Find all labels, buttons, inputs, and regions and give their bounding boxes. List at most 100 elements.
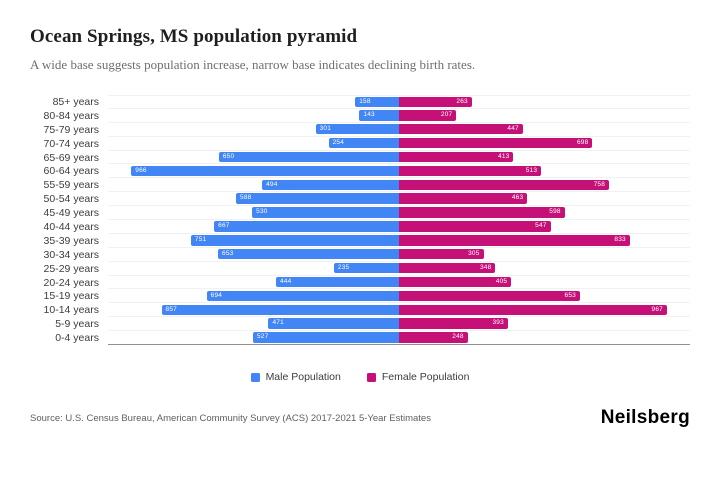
male-half: 158 bbox=[108, 96, 399, 108]
male-bar[interactable]: 857 bbox=[161, 304, 399, 316]
pyramid-row: 20-24 years 444 405 bbox=[30, 276, 690, 290]
male-bar-value: 588 bbox=[240, 194, 252, 202]
male-half: 751 bbox=[108, 235, 399, 246]
male-bar[interactable]: 530 bbox=[252, 207, 399, 218]
female-half: 653 bbox=[399, 290, 690, 302]
male-bar[interactable]: 143 bbox=[359, 110, 399, 121]
female-bar[interactable]: 248 bbox=[399, 332, 468, 343]
pyramid-row: 10-14 years 857 967 bbox=[30, 303, 690, 318]
male-half: 471 bbox=[108, 318, 399, 329]
male-bar-value: 653 bbox=[222, 249, 234, 257]
female-bar-value: 305 bbox=[468, 249, 480, 257]
male-bar-value: 857 bbox=[165, 305, 177, 313]
pyramid-row: 45-49 years 530 598 bbox=[30, 206, 690, 221]
female-bar-value: 413 bbox=[498, 152, 510, 160]
female-bar[interactable]: 463 bbox=[399, 193, 528, 204]
male-bar[interactable]: 966 bbox=[131, 165, 399, 177]
pyramid-chart: 85+ years 158 263 80-84 years 143 207 75-79 ye… bbox=[30, 95, 690, 346]
age-group-label: 0-4 years bbox=[55, 332, 99, 345]
age-group-label: 35-39 years bbox=[43, 234, 99, 247]
female-half: 463 bbox=[399, 193, 690, 204]
female-bar[interactable]: 405 bbox=[399, 276, 512, 288]
pyramid-row: 30-34 years 653 305 bbox=[30, 248, 690, 262]
male-half: 694 bbox=[108, 290, 399, 302]
male-legend-label: Male Population bbox=[265, 371, 341, 384]
female-half: 393 bbox=[399, 318, 690, 329]
male-half: 527 bbox=[108, 332, 399, 343]
female-bar-value: 263 bbox=[456, 97, 468, 105]
row-track: 857 967 bbox=[108, 303, 690, 318]
row-track: 530 598 bbox=[108, 206, 690, 221]
male-bar[interactable]: 494 bbox=[262, 179, 399, 191]
pyramid-row: 65-69 years 650 413 bbox=[30, 151, 690, 165]
female-bar[interactable]: 598 bbox=[399, 207, 565, 218]
row-track: 301 447 bbox=[108, 123, 690, 137]
pyramid-row: 35-39 years 751 833 bbox=[30, 234, 690, 248]
female-bar-value: 513 bbox=[525, 166, 538, 174]
legend-item-female[interactable]: Female Population bbox=[366, 371, 469, 383]
female-bar-value: 758 bbox=[593, 180, 606, 188]
male-bar[interactable]: 471 bbox=[268, 318, 399, 329]
female-bar[interactable]: 547 bbox=[399, 221, 551, 232]
male-bar[interactable]: 694 bbox=[206, 290, 399, 302]
male-bar[interactable]: 301 bbox=[315, 123, 399, 135]
male-bar-value: 444 bbox=[279, 277, 292, 285]
male-half: 301 bbox=[108, 123, 399, 135]
male-bar[interactable]: 158 bbox=[355, 96, 399, 108]
female-bar[interactable]: 207 bbox=[399, 110, 457, 121]
female-bar[interactable]: 653 bbox=[399, 290, 580, 302]
pyramid-row: 70-74 years 254 698 bbox=[30, 137, 690, 151]
age-group-label: 60-64 years bbox=[43, 165, 99, 178]
male-bar[interactable]: 653 bbox=[218, 248, 399, 260]
female-half: 758 bbox=[399, 179, 690, 191]
age-group-label: 5-9 years bbox=[55, 318, 99, 331]
female-bar[interactable]: 413 bbox=[399, 151, 514, 163]
male-bar[interactable]: 650 bbox=[218, 151, 399, 163]
male-bar[interactable]: 667 bbox=[214, 221, 399, 232]
female-bar[interactable]: 447 bbox=[399, 123, 523, 135]
male-bar-value: 650 bbox=[222, 152, 235, 160]
female-bar[interactable]: 348 bbox=[399, 262, 496, 274]
female-bar[interactable]: 393 bbox=[399, 318, 508, 329]
pyramid-row: 25-29 years 235 348 bbox=[30, 262, 690, 276]
male-bar[interactable]: 751 bbox=[190, 235, 399, 246]
row-track: 158 263 bbox=[108, 95, 690, 109]
pyramid-row: 75-79 years 301 447 bbox=[30, 123, 690, 137]
male-bar[interactable]: 235 bbox=[333, 262, 399, 274]
age-group-label: 30-34 years bbox=[43, 248, 99, 261]
age-group-label: 15-19 years bbox=[43, 290, 99, 303]
male-bar-value: 494 bbox=[266, 180, 278, 188]
female-half: 447 bbox=[399, 123, 690, 135]
female-bar-value: 598 bbox=[549, 208, 561, 216]
male-half: 650 bbox=[108, 151, 399, 163]
legend-item-male[interactable]: Male Population bbox=[250, 371, 341, 384]
female-bar[interactable]: 967 bbox=[399, 304, 667, 316]
female-bar[interactable]: 263 bbox=[399, 96, 472, 108]
age-group-label: 85+ years bbox=[52, 95, 99, 108]
row-track: 588 463 bbox=[108, 192, 690, 207]
age-group-label: 50-54 years bbox=[43, 193, 99, 206]
age-group-label: 40-44 years bbox=[43, 220, 99, 233]
female-bar[interactable]: 833 bbox=[399, 235, 630, 246]
female-bar[interactable]: 513 bbox=[399, 165, 542, 177]
row-track: 527 248 bbox=[108, 331, 690, 346]
female-half: 263 bbox=[399, 96, 690, 108]
female-bar-value: 547 bbox=[535, 222, 547, 230]
row-track: 650 413 bbox=[108, 151, 690, 165]
female-bar[interactable]: 698 bbox=[399, 137, 593, 149]
age-group-label: 75-79 years bbox=[43, 123, 99, 136]
male-bar[interactable]: 254 bbox=[328, 137, 399, 149]
male-bar[interactable]: 588 bbox=[236, 193, 399, 204]
male-bar-value: 527 bbox=[256, 333, 269, 341]
footer: Source: U.S. Census Bureau, American Com… bbox=[30, 407, 690, 429]
female-bar[interactable]: 758 bbox=[399, 179, 610, 191]
male-bar[interactable]: 527 bbox=[252, 332, 399, 343]
female-half: 698 bbox=[399, 137, 690, 149]
female-bar[interactable]: 305 bbox=[399, 248, 484, 260]
female-half: 413 bbox=[399, 151, 690, 163]
female-half: 833 bbox=[399, 235, 690, 246]
male-bar[interactable]: 444 bbox=[275, 276, 399, 288]
male-bar-value: 471 bbox=[272, 319, 284, 327]
female-bar-value: 393 bbox=[492, 319, 504, 327]
age-group-label: 55-59 years bbox=[43, 179, 99, 192]
